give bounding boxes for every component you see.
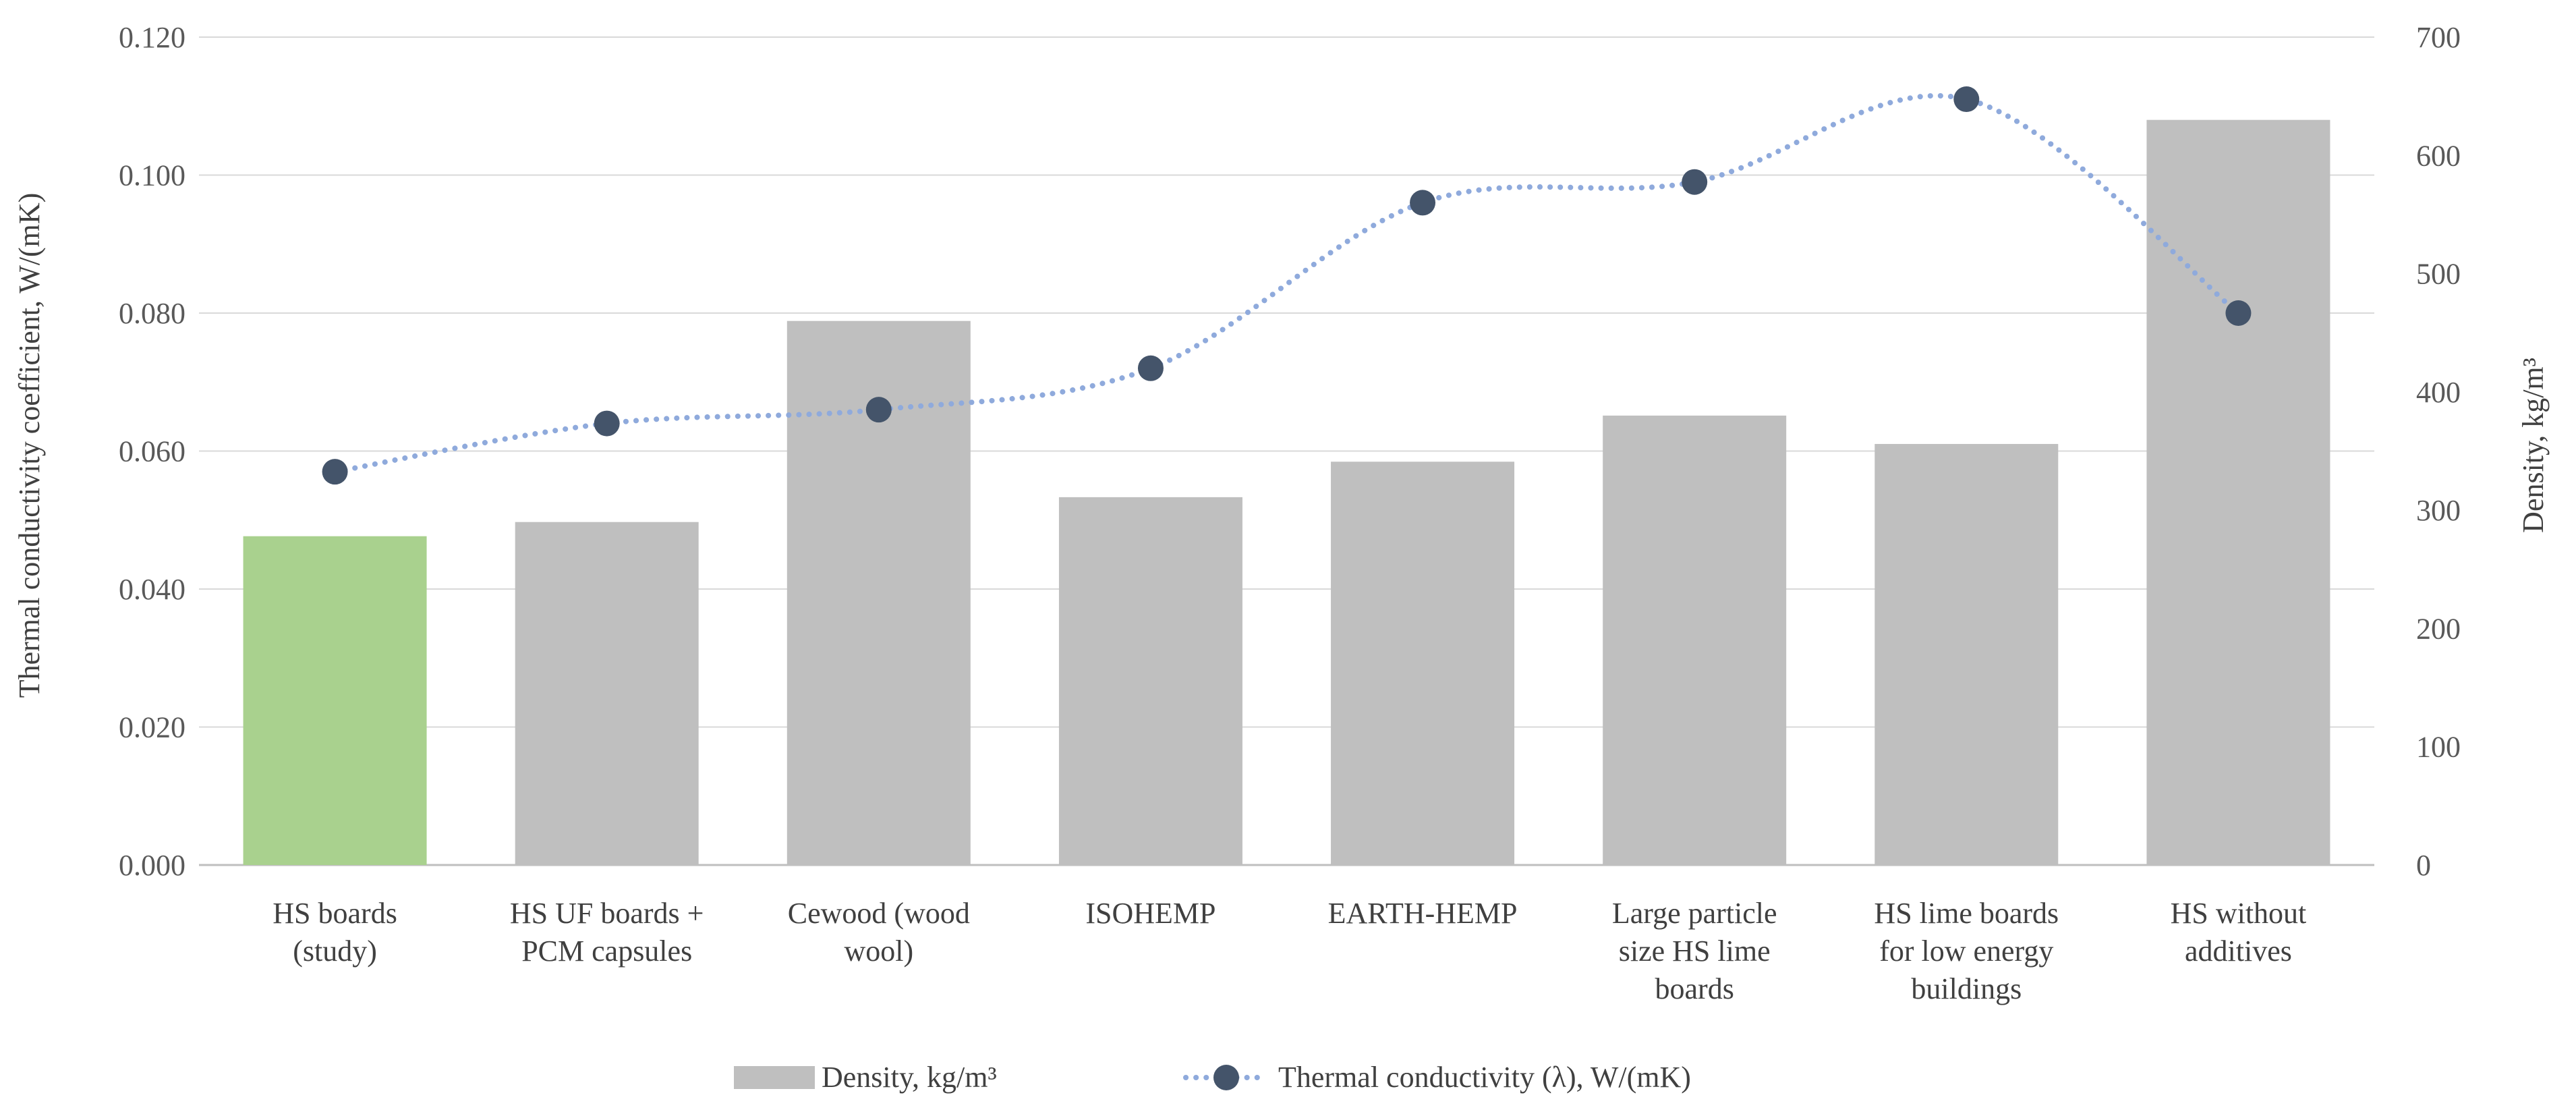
density-bars <box>243 119 2330 866</box>
conductivity-point <box>322 459 348 485</box>
category-label-line: HS boards <box>273 897 397 930</box>
category-label-line: EARTH-HEMP <box>1328 897 1518 930</box>
left-axis-ticks: 0.000 0.020 0.040 0.060 0.080 0.100 0.120 <box>119 21 185 882</box>
conductivity-point <box>594 410 620 437</box>
right-axis-ticks: 0 100 200 300 400 500 600 700 <box>2416 21 2461 882</box>
left-tick-label: 0.020 <box>119 711 185 744</box>
left-tick-label: 0.080 <box>119 297 185 330</box>
conductivity-point <box>865 397 892 423</box>
legend: Density, kg/m³ Thermal conductivity (λ),… <box>734 1061 1691 1094</box>
category-label: ISOHEMP <box>1085 897 1215 930</box>
density-bar <box>1331 462 1515 865</box>
right-tick-label: 600 <box>2416 139 2461 172</box>
conductivity-point <box>1953 86 1980 113</box>
category-label-line: size HS lime <box>1619 934 1771 968</box>
left-tick-label: 0.040 <box>119 573 185 606</box>
left-tick-label: 0.000 <box>119 849 185 882</box>
category-label-line: ISOHEMP <box>1085 897 1215 930</box>
right-tick-label: 500 <box>2416 258 2461 291</box>
conductivity-point <box>1410 190 1436 216</box>
category-label-line: (study) <box>293 934 377 968</box>
category-label: HS boards (study) <box>273 897 397 968</box>
right-tick-label: 300 <box>2416 494 2461 527</box>
legend-density-label: Density, kg/m³ <box>822 1061 997 1094</box>
category-label-line: HS UF boards + <box>510 897 704 930</box>
right-tick-label: 100 <box>2416 731 2461 764</box>
right-tick-label: 200 <box>2416 612 2461 645</box>
density-bar <box>243 536 427 865</box>
density-bar <box>515 522 699 865</box>
category-label-line: HS without <box>2171 897 2307 930</box>
left-tick-label: 0.120 <box>119 21 185 54</box>
conductivity-point <box>1137 355 1164 381</box>
density-bar <box>1603 415 1787 865</box>
conductivity-point <box>1682 169 1708 195</box>
density-bar <box>1874 443 2059 865</box>
density-bar <box>2146 119 2330 866</box>
category-label: Large particle size HS lime boards <box>1612 897 1777 1005</box>
category-label-line: Large particle <box>1612 897 1777 930</box>
category-label-line: HS lime boards <box>1874 897 2059 930</box>
category-label-line: Cewood (wood <box>788 897 970 930</box>
right-tick-label: 700 <box>2416 21 2461 54</box>
category-label-line: additives <box>2185 934 2292 968</box>
right-tick-label: 0 <box>2416 849 2431 882</box>
conductivity-line <box>322 86 2252 485</box>
right-tick-label: 400 <box>2416 376 2461 409</box>
category-label: Cewood (wood wool) <box>788 897 970 968</box>
conductivity-point <box>2225 300 2252 326</box>
category-label: HS UF boards + PCM capsules <box>510 897 704 968</box>
category-label: HS without additives <box>2171 897 2307 968</box>
left-tick-label: 0.060 <box>119 435 185 468</box>
left-tick-label: 0.100 <box>119 159 185 192</box>
category-label: EARTH-HEMP <box>1328 897 1518 930</box>
category-label-line: PCM capsules <box>521 934 692 968</box>
category-label-line: wool) <box>844 934 913 968</box>
left-axis-title: Thermal conductivity coefficient, W/(mK) <box>13 193 46 698</box>
legend-conductivity-label: Thermal conductivity (λ), W/(mK) <box>1278 1061 1691 1094</box>
category-labels: HS boards (study) HS UF boards + PCM capsul… <box>273 897 2306 1005</box>
category-label-line: boards <box>1655 972 1734 1005</box>
right-axis-title: Density, kg/m³ <box>2517 358 2550 533</box>
conductivity-line-path <box>332 93 2241 475</box>
density-bar <box>1058 497 1242 865</box>
category-label-line: buildings <box>1911 972 2022 1005</box>
legend-conductivity-marker <box>1213 1065 1239 1090</box>
category-label-line: for low energy <box>1879 934 2053 968</box>
legend-density-swatch <box>734 1066 815 1089</box>
category-label: HS lime boards for low energy buildings <box>1874 897 2059 1005</box>
